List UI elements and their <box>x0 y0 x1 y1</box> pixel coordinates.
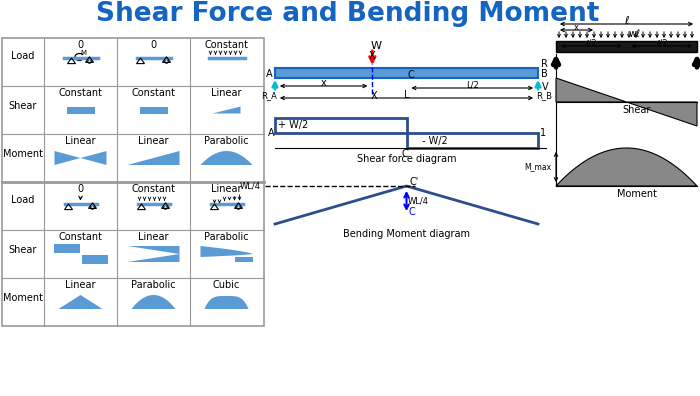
Text: Constant: Constant <box>132 184 176 194</box>
Polygon shape <box>556 78 626 102</box>
Text: Shear: Shear <box>9 101 37 111</box>
Polygon shape <box>127 246 179 254</box>
Text: Cubic: Cubic <box>213 280 240 290</box>
Bar <box>407 133 538 148</box>
Text: WL/4: WL/4 <box>240 181 261 190</box>
Text: WL/4: WL/4 <box>408 196 429 206</box>
Text: B: B <box>540 69 547 79</box>
Bar <box>234 257 253 262</box>
Polygon shape <box>200 151 253 165</box>
Text: ℓ/2: ℓ/2 <box>585 38 597 48</box>
Text: L/2: L/2 <box>466 80 479 89</box>
Text: X: X <box>371 91 377 101</box>
Polygon shape <box>59 295 102 309</box>
Text: 1: 1 <box>540 128 546 138</box>
Text: x: x <box>573 23 578 32</box>
Polygon shape <box>556 148 697 186</box>
Text: C: C <box>408 207 415 217</box>
Text: Moment: Moment <box>3 149 43 159</box>
Text: Constant: Constant <box>204 40 248 50</box>
Text: Linear: Linear <box>65 280 96 290</box>
Text: + W/2: + W/2 <box>278 120 308 130</box>
Text: Linear: Linear <box>211 184 242 194</box>
Text: 0: 0 <box>78 40 83 50</box>
Text: M_max: M_max <box>524 162 551 171</box>
Text: C': C' <box>410 177 419 187</box>
Text: 0: 0 <box>78 184 83 194</box>
Polygon shape <box>204 296 248 309</box>
Polygon shape <box>139 107 167 114</box>
Text: W: W <box>371 41 382 51</box>
Text: Linear: Linear <box>139 232 169 242</box>
Text: - W/2: - W/2 <box>421 136 447 146</box>
Polygon shape <box>127 254 179 262</box>
Text: A: A <box>267 128 274 138</box>
Text: ℓ: ℓ <box>624 16 629 26</box>
Text: Parabolic: Parabolic <box>204 136 248 146</box>
Text: wℓ: wℓ <box>629 29 640 39</box>
Bar <box>53 244 80 253</box>
Text: Linear: Linear <box>139 136 169 146</box>
Text: Shear force diagram: Shear force diagram <box>357 154 456 164</box>
Bar <box>275 118 407 133</box>
Text: M: M <box>80 50 87 56</box>
Bar <box>556 41 697 52</box>
Text: Load: Load <box>11 51 35 61</box>
Text: Moment: Moment <box>617 189 657 199</box>
Text: Bending Moment diagram: Bending Moment diagram <box>343 229 470 239</box>
Text: L: L <box>404 90 410 100</box>
Text: A: A <box>266 69 272 79</box>
Text: Moment: Moment <box>3 293 43 303</box>
Text: Parabolic: Parabolic <box>204 232 248 242</box>
Text: 0: 0 <box>150 40 157 50</box>
Text: Constant: Constant <box>59 88 102 98</box>
Text: Shear: Shear <box>9 245 37 255</box>
Bar <box>81 255 108 264</box>
Text: Parabolic: Parabolic <box>131 280 176 290</box>
Bar <box>2 38 264 326</box>
Polygon shape <box>200 246 253 257</box>
Text: X: X <box>369 51 376 61</box>
Text: x: x <box>321 78 326 88</box>
Text: R_B: R_B <box>536 91 552 101</box>
Text: V: V <box>542 82 549 92</box>
Bar <box>275 68 538 78</box>
Text: ℓ/2: ℓ/2 <box>656 38 668 48</box>
Text: Load: Load <box>11 195 35 205</box>
Text: Constant: Constant <box>59 232 102 242</box>
Text: R_A: R_A <box>261 91 277 101</box>
Polygon shape <box>55 151 80 165</box>
Polygon shape <box>66 107 94 114</box>
Text: Constant: Constant <box>132 88 176 98</box>
Text: Linear: Linear <box>65 136 96 146</box>
Text: Shear: Shear <box>622 105 651 115</box>
Polygon shape <box>213 107 241 114</box>
Text: R: R <box>541 59 548 69</box>
Polygon shape <box>626 102 697 126</box>
Text: C: C <box>407 70 414 80</box>
Polygon shape <box>127 151 179 165</box>
Text: Linear: Linear <box>211 88 242 98</box>
Text: Shear Force and Bending Moment: Shear Force and Bending Moment <box>97 1 600 27</box>
Polygon shape <box>132 295 176 309</box>
Text: C: C <box>401 149 408 159</box>
Polygon shape <box>80 151 106 165</box>
